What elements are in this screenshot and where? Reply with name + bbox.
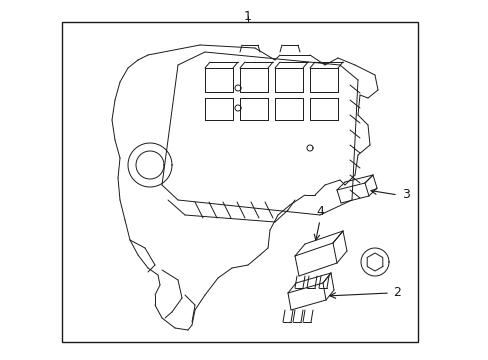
Bar xyxy=(62,22,417,342)
Text: 3: 3 xyxy=(401,189,409,202)
Text: 2: 2 xyxy=(392,287,400,300)
Text: 1: 1 xyxy=(244,10,251,23)
Text: 4: 4 xyxy=(315,205,323,218)
